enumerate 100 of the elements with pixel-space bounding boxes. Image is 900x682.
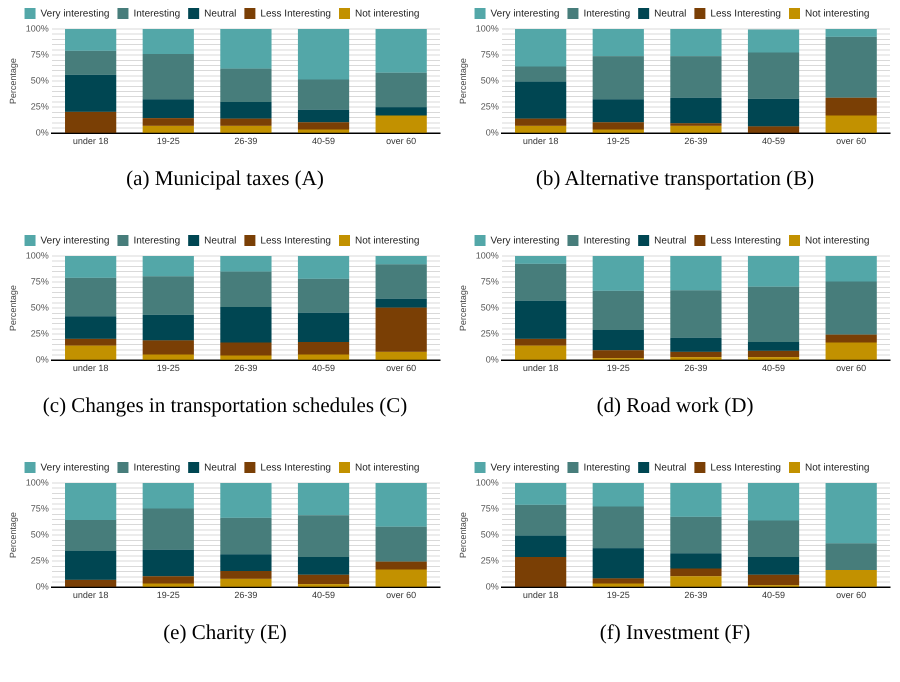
legend-label: Neutral bbox=[654, 8, 686, 20]
bar bbox=[65, 278, 116, 316]
bar bbox=[826, 115, 877, 133]
y-tick-label: 100% bbox=[26, 477, 49, 488]
x-tick-label: over 60 bbox=[386, 363, 416, 374]
x-tick-label: 26-39 bbox=[684, 136, 708, 146]
bar bbox=[826, 543, 877, 570]
bar bbox=[65, 316, 116, 339]
legend-label: Less Interesting bbox=[260, 8, 331, 20]
x-tick-label: over 60 bbox=[386, 136, 416, 146]
x-tick-label: over 60 bbox=[836, 590, 866, 600]
bar bbox=[220, 518, 272, 554]
bar bbox=[515, 29, 566, 67]
bar bbox=[376, 115, 427, 133]
text: (f) Investment (F) bbox=[598, 620, 752, 645]
bar bbox=[220, 578, 272, 587]
y-axis-title: Percentage bbox=[8, 512, 18, 558]
bar bbox=[298, 584, 350, 587]
legend-label: Less Interesting bbox=[260, 462, 331, 474]
x-tick-label: 26-39 bbox=[684, 363, 708, 374]
bar bbox=[142, 99, 194, 118]
x-tick-label: over 60 bbox=[836, 136, 866, 146]
bar bbox=[298, 110, 350, 122]
bar bbox=[826, 342, 877, 360]
bar bbox=[515, 82, 566, 119]
bar bbox=[220, 307, 272, 342]
bar bbox=[592, 506, 644, 548]
y-tick-label: 100% bbox=[476, 250, 499, 260]
y-tick-label: 50% bbox=[480, 530, 499, 540]
bar bbox=[592, 548, 644, 578]
bar bbox=[220, 571, 272, 579]
bar bbox=[592, 99, 644, 122]
bar bbox=[298, 256, 350, 279]
y-axis-title: Percentage bbox=[458, 285, 468, 332]
bar bbox=[515, 118, 566, 126]
bar bbox=[670, 123, 722, 126]
legend-label: Not interesting bbox=[804, 8, 870, 20]
bar bbox=[592, 578, 644, 584]
y-tick-label: 0% bbox=[36, 128, 49, 138]
y-tick-label: 25% bbox=[30, 556, 49, 566]
y-tick-label: 100% bbox=[26, 250, 49, 260]
bar bbox=[142, 584, 194, 587]
x-tick-label: 26-39 bbox=[684, 590, 708, 600]
legend-label: Not interesting bbox=[354, 235, 420, 246]
legend-label: Less Interesting bbox=[710, 462, 781, 474]
bar bbox=[298, 483, 350, 516]
bar bbox=[670, 126, 722, 133]
legend-label: Not interesting bbox=[804, 462, 870, 474]
bar bbox=[376, 264, 427, 299]
bar bbox=[748, 98, 800, 126]
y-tick-label: 75% bbox=[30, 504, 49, 514]
bar bbox=[220, 272, 272, 308]
legend-label: Very interesting bbox=[490, 235, 560, 246]
y-tick-label: 75% bbox=[480, 276, 499, 287]
bar bbox=[298, 130, 350, 133]
bar bbox=[748, 126, 800, 133]
y-tick-label: 50% bbox=[30, 302, 49, 313]
bar bbox=[220, 256, 272, 272]
legend-label: Neutral bbox=[204, 235, 236, 246]
y-tick-label: 0% bbox=[486, 354, 499, 365]
bar bbox=[298, 312, 350, 342]
legend-label: Neutral bbox=[654, 462, 686, 474]
bar bbox=[748, 520, 800, 557]
bar bbox=[826, 334, 877, 342]
x-tick-label: over 60 bbox=[836, 363, 866, 374]
bar bbox=[376, 526, 427, 562]
x-tick-label: 26-39 bbox=[234, 136, 258, 146]
bar bbox=[220, 102, 272, 119]
bar bbox=[298, 574, 350, 584]
bar bbox=[220, 68, 272, 102]
bar bbox=[298, 80, 350, 110]
y-axis-title: Percentage bbox=[458, 512, 468, 558]
legend-label: Interesting bbox=[583, 235, 630, 246]
bar bbox=[748, 30, 800, 52]
bar bbox=[220, 356, 272, 360]
y-tick-label: 25% bbox=[30, 102, 49, 112]
legend-label: Interesting bbox=[133, 8, 180, 20]
bar bbox=[376, 29, 427, 73]
bar bbox=[515, 300, 566, 339]
bar bbox=[142, 550, 194, 576]
bar bbox=[670, 29, 722, 56]
bar bbox=[515, 346, 566, 360]
legend-label: Very interesting bbox=[40, 8, 110, 20]
bar bbox=[142, 508, 194, 550]
x-tick-label: under 18 bbox=[72, 363, 108, 374]
legend-label: Neutral bbox=[204, 462, 236, 474]
x-tick-label: 26-39 bbox=[234, 363, 258, 374]
bar bbox=[220, 342, 272, 356]
legend-label: Very interesting bbox=[40, 462, 110, 474]
x-tick-label: 40-59 bbox=[762, 363, 786, 374]
x-tick-label: 40-59 bbox=[762, 590, 786, 600]
x-tick-label: 19-25 bbox=[156, 590, 180, 600]
bar bbox=[142, 276, 194, 315]
legend-label: Neutral bbox=[204, 8, 236, 20]
bar bbox=[298, 515, 350, 557]
bar bbox=[748, 556, 800, 575]
bar bbox=[376, 107, 427, 116]
bar bbox=[670, 290, 722, 338]
y-tick-label: 75% bbox=[30, 276, 49, 287]
bar bbox=[748, 357, 800, 360]
